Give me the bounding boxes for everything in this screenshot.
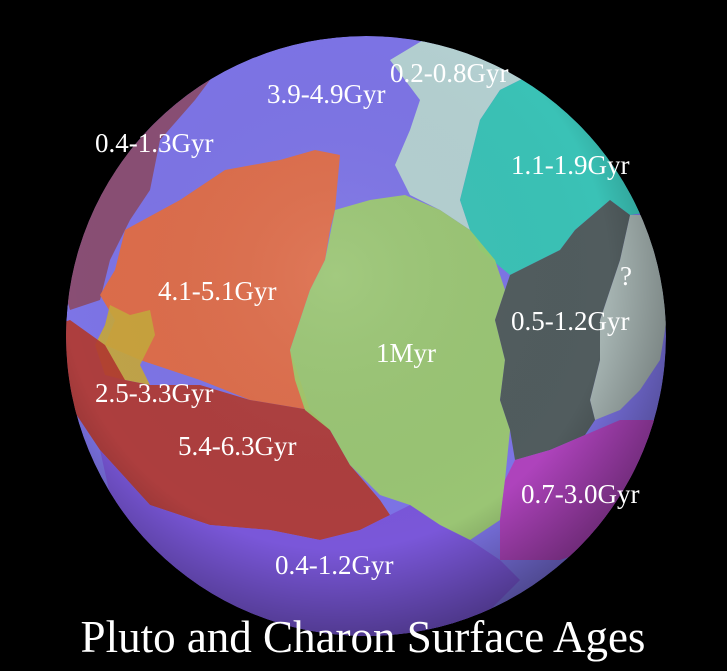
label-0-4-1-2gyr: 0.4-1.2Gyr xyxy=(275,550,393,580)
label-unknown: ? xyxy=(620,261,632,291)
label-0-4-1-3gyr: 0.4-1.3Gyr xyxy=(95,128,213,158)
label-5-4-6-3gyr: 5.4-6.3Gyr xyxy=(178,431,296,461)
label-0-2-0-8gyr: 0.2-0.8Gyr xyxy=(390,58,508,88)
label-1-1-1-9gyr: 1.1-1.9Gyr xyxy=(511,150,629,180)
label-0-5-1-2gyr: 0.5-1.2Gyr xyxy=(511,306,629,336)
label-0-7-3-0gyr: 0.7-3.0Gyr xyxy=(521,479,639,509)
map-title: Pluto and Charon Surface Ages xyxy=(81,612,646,662)
label-4-1-5-1gyr: 4.1-5.1Gyr xyxy=(158,276,276,306)
label-2-5-3-3gyr: 2.5-3.3Gyr xyxy=(95,378,213,408)
label-1myr: 1Myr xyxy=(376,338,436,368)
label-3-9-4-9gyr: 3.9-4.9Gyr xyxy=(267,79,385,109)
